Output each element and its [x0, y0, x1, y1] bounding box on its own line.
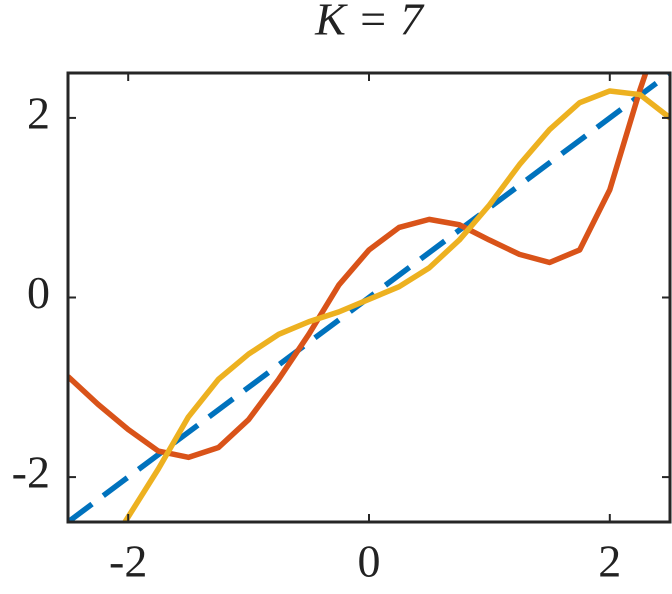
x-tick-label: 2 — [598, 536, 621, 587]
y-tick-label: -2 — [12, 447, 50, 498]
y-tick-label: 0 — [27, 267, 50, 318]
series-line — [121, 88, 670, 522]
x-tick-label: 0 — [358, 536, 381, 587]
x-tick-label: -2 — [109, 536, 147, 587]
y-tick-label: 2 — [27, 87, 50, 138]
chart-title: K = 7 — [314, 0, 425, 45]
plot-area — [68, 73, 670, 522]
series-line — [68, 73, 649, 461]
